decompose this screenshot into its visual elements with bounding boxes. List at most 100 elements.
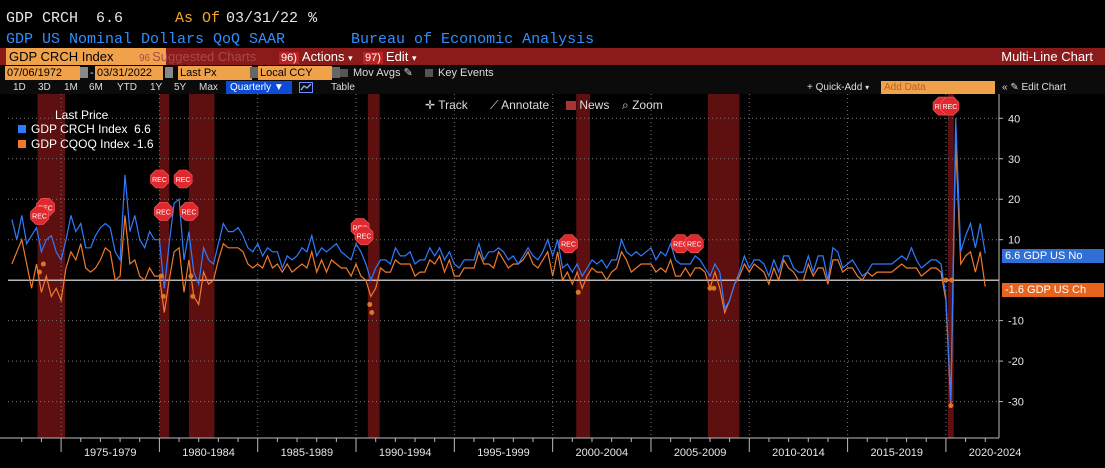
- x-tick-label: 1980-1984: [182, 447, 235, 459]
- recession-marker: [949, 277, 955, 283]
- y-tick-label: -20: [1008, 356, 1024, 368]
- recession-badge-label: REC: [156, 209, 171, 216]
- recession-marker: [711, 285, 717, 291]
- chevron-down-icon: ▾: [411, 53, 417, 63]
- series-line-crch[interactable]: [11, 118, 986, 402]
- edit-menu[interactable]: 97) Edit ▾: [363, 48, 416, 67]
- chart-canvas[interactable]: 40 30 20 10 -10 -20 -30 1975-1979 1980-1984 1985-…: [0, 94, 1105, 468]
- y-tick-label: 30: [1008, 154, 1020, 166]
- recession-badge[interactable]: [940, 96, 960, 116]
- news-icon: [566, 101, 576, 110]
- recession-badge[interactable]: [154, 202, 173, 221]
- dropdown-icon[interactable]: [332, 67, 340, 78]
- edit-key: 97): [363, 52, 383, 64]
- zoom-tool[interactable]: ⌕ Zoom: [622, 98, 663, 113]
- annotate-icon: ⟋: [490, 98, 499, 112]
- recession-marker: [707, 285, 713, 291]
- period-button-ytd[interactable]: YTD: [117, 82, 137, 93]
- recession-badge-label: REC: [561, 242, 576, 249]
- mov-avgs-label: Mov Avgs: [353, 67, 401, 79]
- crosshair-icon: ✛: [425, 98, 436, 112]
- collapse-icon: «: [1002, 82, 1008, 93]
- legend-swatch: [18, 140, 26, 148]
- recession-badge[interactable]: [179, 202, 199, 221]
- recession-badge[interactable]: [173, 169, 193, 189]
- add-data-input[interactable]: [881, 81, 995, 94]
- recession-badge[interactable]: [354, 226, 374, 245]
- period-button-6m[interactable]: 6M: [89, 82, 103, 93]
- recession-badge[interactable]: [684, 234, 704, 253]
- recession-badge[interactable]: [30, 206, 49, 225]
- legend-series-value: 6.6: [134, 122, 151, 136]
- calendar-icon[interactable]: [80, 67, 88, 78]
- magnifier-icon: ⌕: [622, 98, 629, 112]
- currency-select[interactable]: Local CCY: [258, 66, 332, 80]
- recession-badge-label: REC: [32, 213, 47, 220]
- news-tool[interactable]: News: [566, 98, 609, 112]
- ticker[interactable]: GDP CRCH: [6, 10, 79, 27]
- legend-series-name: GDP CRCH Index: [31, 122, 128, 136]
- end-date-field[interactable]: 03/31/2022: [95, 66, 163, 80]
- y-tick-label: -30: [1008, 397, 1024, 409]
- recession-marker: [158, 273, 164, 279]
- function-toolbar: [0, 48, 1105, 65]
- recession-band: [159, 94, 170, 438]
- period-button-3d[interactable]: 3D: [38, 82, 51, 93]
- series-line-cqoq[interactable]: [11, 142, 986, 406]
- dropdown-icon[interactable]: [250, 67, 258, 78]
- news-label: News: [579, 98, 610, 112]
- recession-badge[interactable]: [671, 234, 690, 253]
- annotate-tool[interactable]: ⟋ Annotate: [490, 98, 549, 113]
- chevron-down-icon: ▾: [348, 53, 353, 63]
- actions-menu[interactable]: 96) Actions ▾: [279, 48, 353, 67]
- date-separator: -: [90, 67, 94, 79]
- recession-marker: [188, 273, 194, 279]
- quick-add-button[interactable]: + Quick-Add ▾: [807, 81, 869, 94]
- recession-marker: [190, 293, 196, 299]
- price-field-select[interactable]: Last Px: [178, 66, 252, 80]
- chart-icon: 96: [139, 53, 151, 64]
- recession-badge-label: REC: [182, 209, 197, 216]
- recession-band: [707, 94, 740, 438]
- edit-chart-button[interactable]: « ✎ Edit Chart: [1002, 81, 1066, 94]
- recession-badge-label: REC: [943, 104, 958, 111]
- checkbox-icon: [340, 69, 348, 77]
- start-date-field[interactable]: 07/06/1972: [5, 66, 80, 80]
- y-tick-label: 40: [1008, 113, 1020, 125]
- edit-chart-label: Edit Chart: [1021, 82, 1066, 93]
- line-chart-icon[interactable]: [299, 82, 313, 93]
- track-tool[interactable]: ✛ Track: [425, 98, 468, 112]
- x-tick-label: 2020-2024: [969, 447, 1022, 459]
- recession-badge-label: REC: [673, 242, 688, 249]
- key-events-toggle[interactable]: Key Events: [425, 66, 494, 80]
- period-button-1y[interactable]: 1Y: [150, 82, 163, 93]
- legend-item-crch[interactable]: GDP CRCH Index 6.6: [18, 122, 151, 136]
- recession-badge[interactable]: [559, 234, 578, 253]
- table-button[interactable]: Table: [331, 82, 355, 93]
- legend-item-cqoq[interactable]: GDP CQOQ Index -1.6: [18, 137, 154, 151]
- pencil-icon: ✎: [403, 67, 413, 79]
- pencil-icon: ✎: [1010, 82, 1019, 93]
- period-button-1d[interactable]: 1D: [13, 82, 26, 93]
- security-description: GDP US Nominal Dollars QoQ SAAR: [6, 31, 286, 48]
- security-field[interactable]: GDP CRCH Index: [6, 48, 166, 65]
- calendar-icon[interactable]: [165, 67, 173, 78]
- recession-marker: [943, 277, 949, 283]
- period-button-max[interactable]: Max: [199, 82, 218, 93]
- x-tick-label: 1990-1994: [379, 447, 432, 459]
- recession-marker: [367, 301, 373, 307]
- chevron-down-icon: ▼: [273, 82, 284, 93]
- recession-badge[interactable]: [150, 169, 169, 189]
- frequency-select[interactable]: Quarterly ▼: [226, 81, 292, 94]
- description-line: GDP US Nominal Dollars QoQ SAAR Bureau of…: [6, 31, 594, 48]
- x-tick-label: 2005-2009: [674, 447, 727, 459]
- x-tick-label: 2000-2004: [576, 447, 629, 459]
- recession-band: [576, 94, 591, 438]
- period-button-1m[interactable]: 1M: [64, 82, 78, 93]
- actions-key: 96): [279, 52, 299, 64]
- suggested-charts-button[interactable]: 96 Suggested Charts: [139, 49, 257, 64]
- legend-series-name: GDP CQOQ Index: [31, 137, 130, 151]
- x-tick-label: 1975-1979: [84, 447, 137, 459]
- period-button-5y[interactable]: 5Y: [174, 82, 187, 93]
- mov-avgs-toggle[interactable]: Mov Avgs ✎: [340, 66, 413, 80]
